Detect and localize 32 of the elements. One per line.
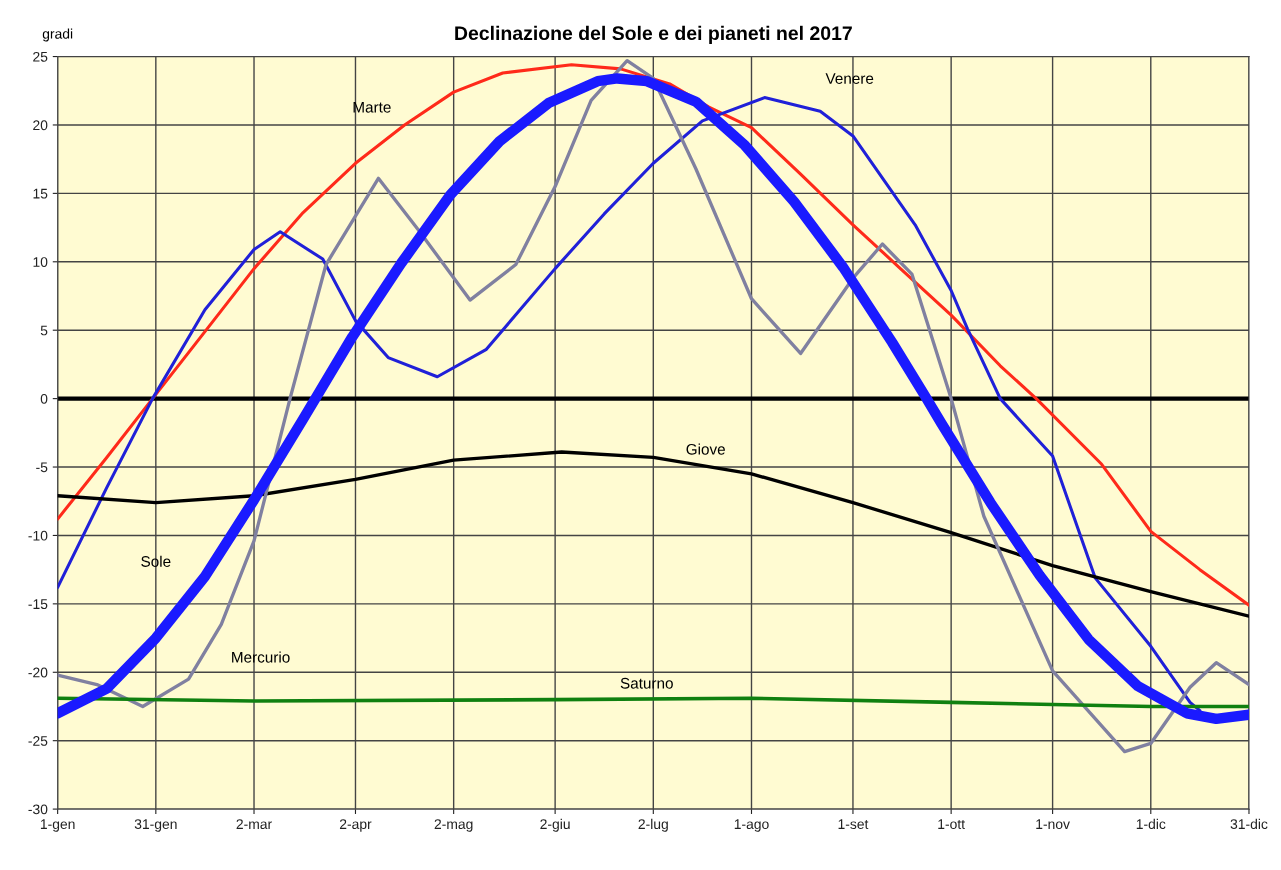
y-tick-label: 0 [40, 393, 48, 404]
y-tick-label: -25 [28, 736, 48, 746]
line-series [57, 63, 1249, 607]
x-tick-label: 1-set [838, 819, 869, 830]
x-tick-label: 2-lug [638, 818, 668, 832]
x-tick-label: 31-dic [1230, 818, 1268, 830]
x-tick-label: 1-nov [1036, 819, 1070, 830]
x-tick-label: 1-dic [1136, 818, 1166, 830]
x-tick-label: 2-mag [434, 819, 473, 832]
series-label: Giove [686, 443, 725, 455]
y-axis-title: gradi [42, 28, 73, 42]
x-tick-label: 2-apr [339, 819, 372, 832]
chart-title: Declinazione del Sole e dei pianeti nel 2017 [455, 25, 852, 44]
y-tick-label: -5 [36, 462, 48, 473]
x-tick-label: 1-ott [938, 819, 965, 830]
y-tick-label: 15 [33, 188, 48, 199]
y-tick-label: 10 [33, 257, 48, 267]
y-tick-label: 5 [40, 325, 48, 336]
y-tick-label: -10 [28, 530, 48, 541]
y-tick-label: -30 [28, 804, 48, 815]
y-tick-label: -20 [28, 667, 48, 678]
x-tick-label: 31-gen [134, 819, 177, 832]
y-tick-label: 25 [33, 51, 48, 62]
y-tick-label: -15 [28, 599, 48, 610]
x-tick-label: 2-mar [236, 819, 272, 830]
x-tick-label: 2-giu [540, 818, 570, 832]
series-label: Mercurio [232, 651, 290, 663]
x-tick-label: 1-gen [40, 819, 75, 832]
series-label: Venere [825, 73, 874, 84]
line-series [57, 696, 1249, 709]
x-tick-label: 1-ago [734, 819, 769, 832]
y-tick-label: 20 [33, 120, 48, 131]
